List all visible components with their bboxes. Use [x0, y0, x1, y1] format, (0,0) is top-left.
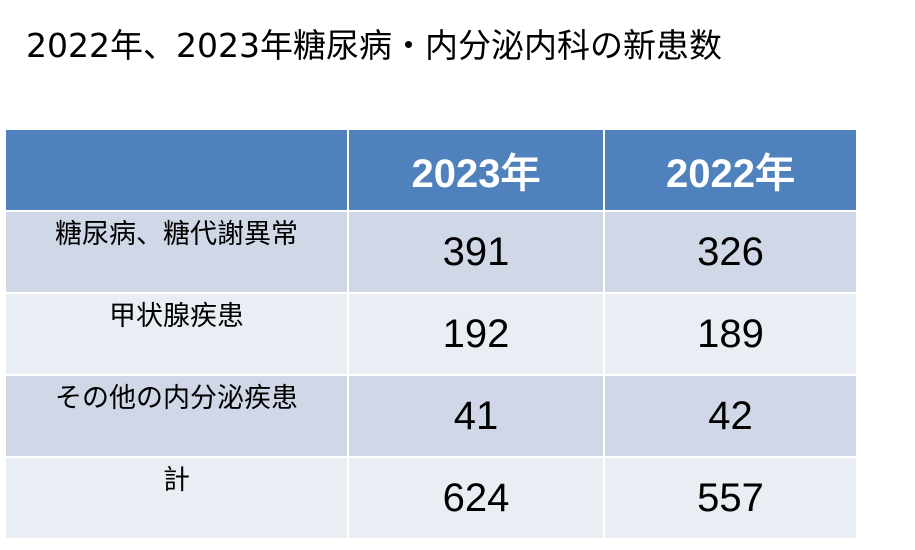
cell-other-endocrine-2023: 41 [348, 375, 605, 458]
column-header-2023: 2023年 [348, 130, 605, 212]
cell-other-endocrine-2022: 42 [604, 375, 856, 458]
column-header-2022: 2022年 [604, 130, 856, 212]
row-label-other-endocrine: その他の内分泌疾患 [6, 375, 349, 458]
table-header-row: 2023年 2022年 [6, 130, 856, 212]
table-row: 糖尿病、糖代謝異常 391 326 [6, 211, 856, 294]
cell-thyroid-2022: 189 [604, 293, 856, 376]
row-label-diabetes: 糖尿病、糖代謝異常 [6, 211, 349, 294]
table-row: 計 624 557 [6, 457, 856, 540]
table-header-corner [6, 130, 349, 212]
cell-diabetes-2023: 391 [348, 211, 605, 294]
page-title: 2022年、2023年糖尿病・内分泌内科の新患数 [26, 26, 722, 65]
new-patients-table: 2023年 2022年 糖尿病、糖代謝異常 391 326 甲状腺疾患 192 … [6, 130, 856, 540]
table-row: その他の内分泌疾患 41 42 [6, 375, 856, 458]
cell-diabetes-2022: 326 [604, 211, 856, 294]
cell-thyroid-2023: 192 [348, 293, 605, 376]
cell-total-2023: 624 [348, 457, 605, 540]
row-label-total: 計 [6, 457, 349, 540]
cell-total-2022: 557 [604, 457, 856, 540]
table-row: 甲状腺疾患 192 189 [6, 293, 856, 376]
row-label-thyroid: 甲状腺疾患 [6, 293, 349, 376]
